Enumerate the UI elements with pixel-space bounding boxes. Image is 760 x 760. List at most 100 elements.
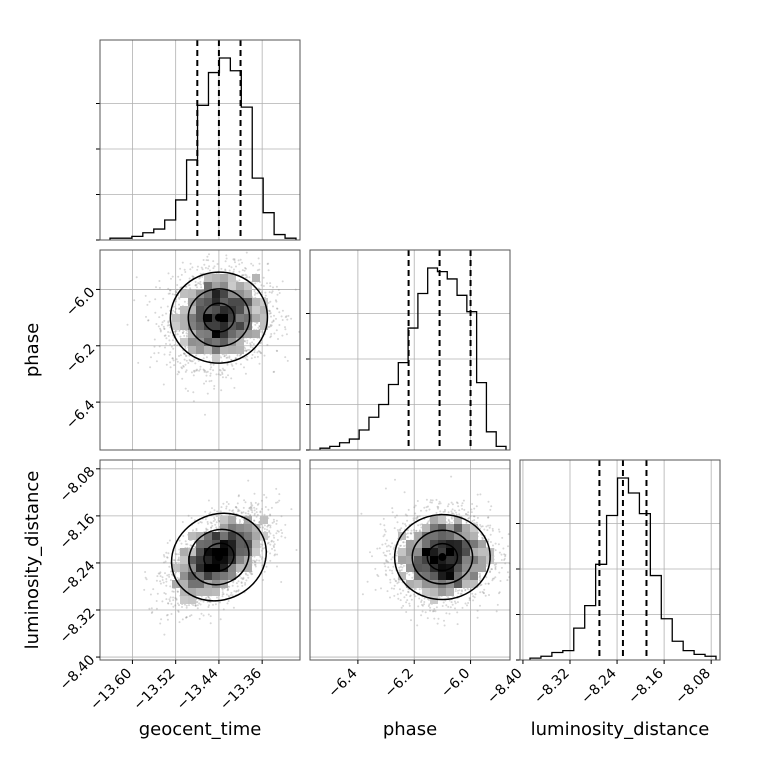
scatter-point <box>272 305 274 308</box>
scatter-point <box>244 356 247 359</box>
scatter-point <box>275 522 278 525</box>
scatter-point <box>194 362 197 365</box>
scatter-point <box>150 356 152 359</box>
scatter-point <box>172 599 175 602</box>
scatter-point <box>189 262 192 265</box>
scatter-point <box>175 307 177 310</box>
density-cell <box>236 282 244 290</box>
scatter-point <box>163 328 166 330</box>
scatter-point <box>183 268 186 271</box>
hist-phase-frame <box>309 249 511 451</box>
scatter-point <box>158 345 161 348</box>
scatter-point <box>225 257 228 260</box>
scatter-point <box>165 584 168 587</box>
scatter-point <box>193 369 195 372</box>
scatter-point <box>214 518 216 521</box>
scatter-point <box>207 267 210 270</box>
scatter-point <box>175 291 178 294</box>
scatter-point <box>178 330 181 332</box>
scatter-point <box>169 596 172 599</box>
scatter-point <box>174 293 177 296</box>
scatter-point <box>262 579 265 581</box>
scatter-point <box>233 259 236 262</box>
scatter-point <box>258 287 261 290</box>
scatter-point <box>167 321 170 324</box>
scatter-point <box>258 262 261 265</box>
scatter-point <box>187 284 190 287</box>
scatter-point <box>185 369 188 372</box>
scatter-point <box>158 286 161 289</box>
scatter-point <box>263 493 266 496</box>
scatter-point <box>157 325 160 328</box>
density-cell <box>228 274 236 282</box>
scatter-point <box>150 607 153 610</box>
scatter-point <box>178 371 181 374</box>
scatter-point <box>235 362 238 365</box>
scatter-point <box>163 592 166 594</box>
scatter-point <box>198 617 201 620</box>
scatter-point <box>236 354 239 357</box>
scatter-point <box>269 513 272 516</box>
scatter-point <box>194 604 197 607</box>
scatter-point <box>244 572 247 575</box>
scatter-point <box>171 357 174 360</box>
scatter-point <box>245 251 248 254</box>
scatter-point <box>223 355 226 357</box>
scatter-point <box>224 268 227 271</box>
scatter-point <box>247 576 250 579</box>
scatter-point <box>270 333 273 335</box>
scatter-point <box>174 330 177 333</box>
scatter-point <box>227 594 230 597</box>
scatter-point <box>200 266 203 269</box>
scatter-point <box>198 369 201 372</box>
density-cell <box>228 330 236 338</box>
scatter-point <box>179 267 182 270</box>
scatter-point <box>235 590 238 593</box>
scatter-point <box>188 354 191 357</box>
scatter-point <box>182 535 185 537</box>
scatter-point <box>157 572 160 575</box>
scatter-point <box>173 364 176 367</box>
scatter-point <box>260 549 263 552</box>
scatter-point <box>221 373 224 375</box>
scatter-point <box>214 603 217 606</box>
scatter-point <box>226 356 229 359</box>
scatter-point <box>190 360 193 363</box>
scatter-point <box>188 284 191 286</box>
scatter-point <box>179 354 182 357</box>
scatter-point <box>220 506 223 509</box>
scatter-point <box>213 509 216 512</box>
scatter-point <box>185 604 188 607</box>
scatter-point <box>258 350 261 353</box>
density-cell <box>212 274 220 282</box>
scatter-point <box>169 343 172 346</box>
scatter-point <box>267 541 270 544</box>
scatter-point <box>254 565 257 568</box>
scatter-point <box>186 335 188 338</box>
scatter-point <box>178 539 181 542</box>
scatter-point <box>176 333 179 336</box>
scatter-point <box>241 274 244 277</box>
scatter-point <box>165 342 167 345</box>
scatter-point <box>245 267 247 270</box>
scatter-point <box>185 606 188 609</box>
scatter-point <box>273 549 276 552</box>
scatter-point <box>263 524 266 527</box>
scatter-point <box>260 291 263 294</box>
scatter-point <box>161 321 164 324</box>
scatter-point <box>284 356 287 359</box>
scatter-point <box>255 322 258 324</box>
scatter-point <box>196 607 199 610</box>
density-cell <box>204 346 212 354</box>
scatter-point <box>184 387 187 390</box>
scatter-point <box>275 532 278 535</box>
scatter-point <box>261 564 264 567</box>
scatter-point <box>153 352 156 355</box>
scatter-point <box>251 504 254 507</box>
scatter-point <box>183 300 186 303</box>
scatter-point <box>237 259 240 262</box>
scatter-point <box>245 349 248 352</box>
scatter-point <box>189 287 192 290</box>
scatter-point <box>268 312 271 315</box>
scatter-point <box>172 309 175 312</box>
